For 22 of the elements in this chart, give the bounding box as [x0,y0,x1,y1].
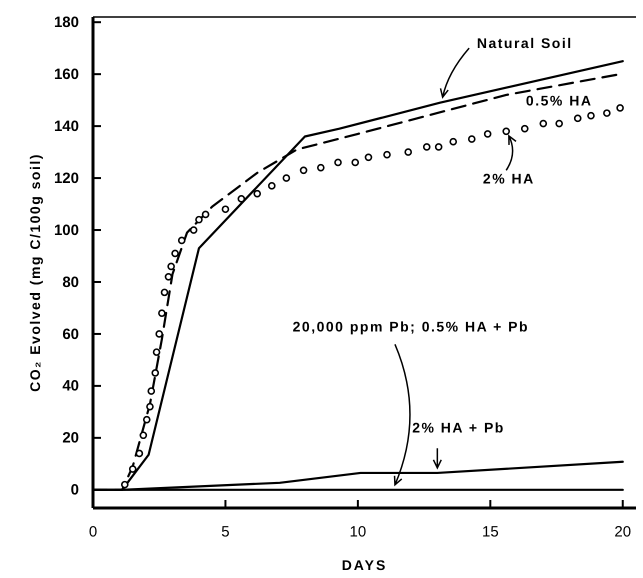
y-tick-label: 20 [62,430,79,447]
y-tick-label: 140 [54,118,79,135]
series-label: 0.5% HA [526,92,592,108]
x-tick-label: 15 [482,524,499,541]
y-axis-title: CO₂ Evolved (mg C/100g soil) [27,153,43,392]
x-tick-label: 20 [614,524,632,541]
y-tick-label: 80 [62,274,79,291]
y-tick-label: 180 [54,14,79,31]
y-tick-label: 0 [70,482,79,499]
text: 20,000 ppm Pb; 0.5% HA + Pb [292,318,530,334]
x-axis-title: DAYS [342,557,388,573]
x-tick-label: 10 [350,524,366,541]
text: 2% HA + Pb [412,420,505,436]
x-tick-label: 0 [88,524,98,541]
x-tick-label: 5 [221,524,230,541]
series-label: Natural Soil [476,35,573,52]
y-tick-label: 160 [54,66,79,83]
y-tick-label: 120 [54,170,79,187]
text: 2% HA [482,170,535,186]
y-tick-label: 100 [54,222,79,239]
y-tick-label: 60 [62,326,79,343]
y-tick-label: 40 [62,378,79,395]
